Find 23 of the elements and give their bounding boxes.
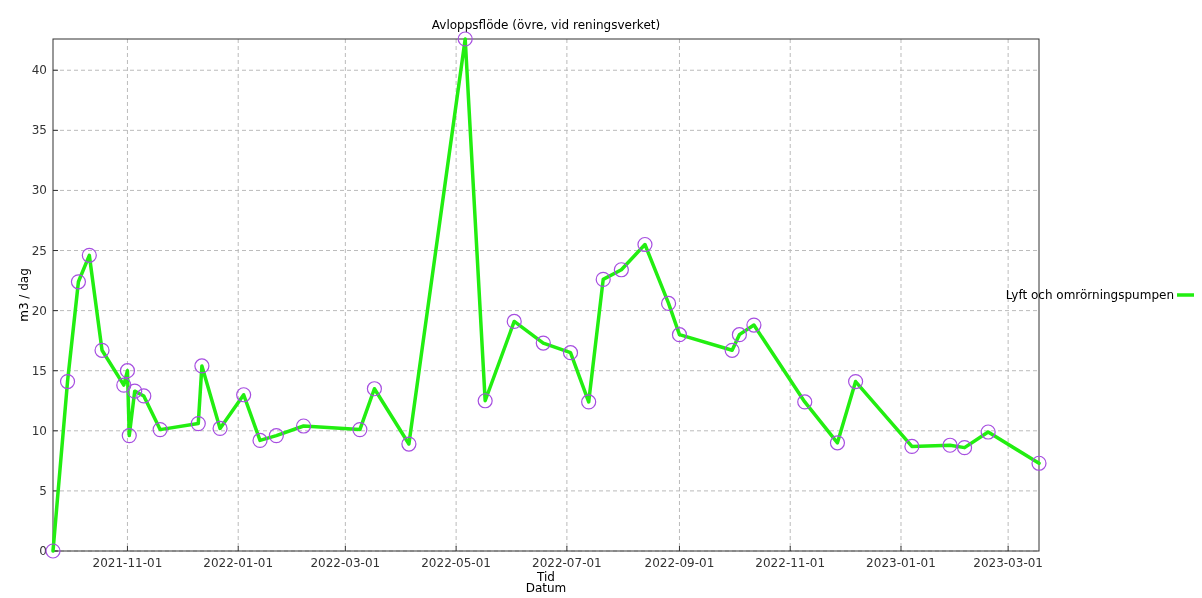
y-tick-label: 35 <box>31 123 47 138</box>
x-tick-label: 2023-03-01 <box>973 556 1044 570</box>
legend-label: Lyft och omrörningspumpen <box>1005 288 1174 302</box>
y-tick-label: 25 <box>31 243 47 258</box>
chart-title: Avloppsflöde (övre, vid reningsverket) <box>431 18 661 32</box>
y-axis-title: m3 / dag <box>17 268 31 322</box>
y-tick-label: 30 <box>31 183 47 198</box>
x-tick-label: 2023-01-01 <box>866 556 936 570</box>
text: Datum <box>525 581 567 595</box>
x-tick-label: 2022-07-01 <box>532 556 602 570</box>
y-tick-label: 20 <box>31 303 47 318</box>
y-tick-label: 15 <box>31 363 47 378</box>
y-tick-label: 10 <box>31 423 47 438</box>
y-tick-label: 5 <box>39 483 47 498</box>
y-tick-label: 0 <box>39 544 47 558</box>
x-tick-label: 2022-09-01 <box>644 556 715 570</box>
y-tick-label: 40 <box>31 63 47 78</box>
x-tick-label: 2022-01-01 <box>203 556 274 570</box>
x-tick-label: 2022-03-01 <box>310 556 381 570</box>
x-tick-label: 2022-11-01 <box>755 556 826 570</box>
x-tick-label: 2022-05-01 <box>421 556 491 570</box>
x-axis-title: Tid <box>536 570 555 584</box>
x-tick-label: 2021-11-01 <box>92 556 163 570</box>
